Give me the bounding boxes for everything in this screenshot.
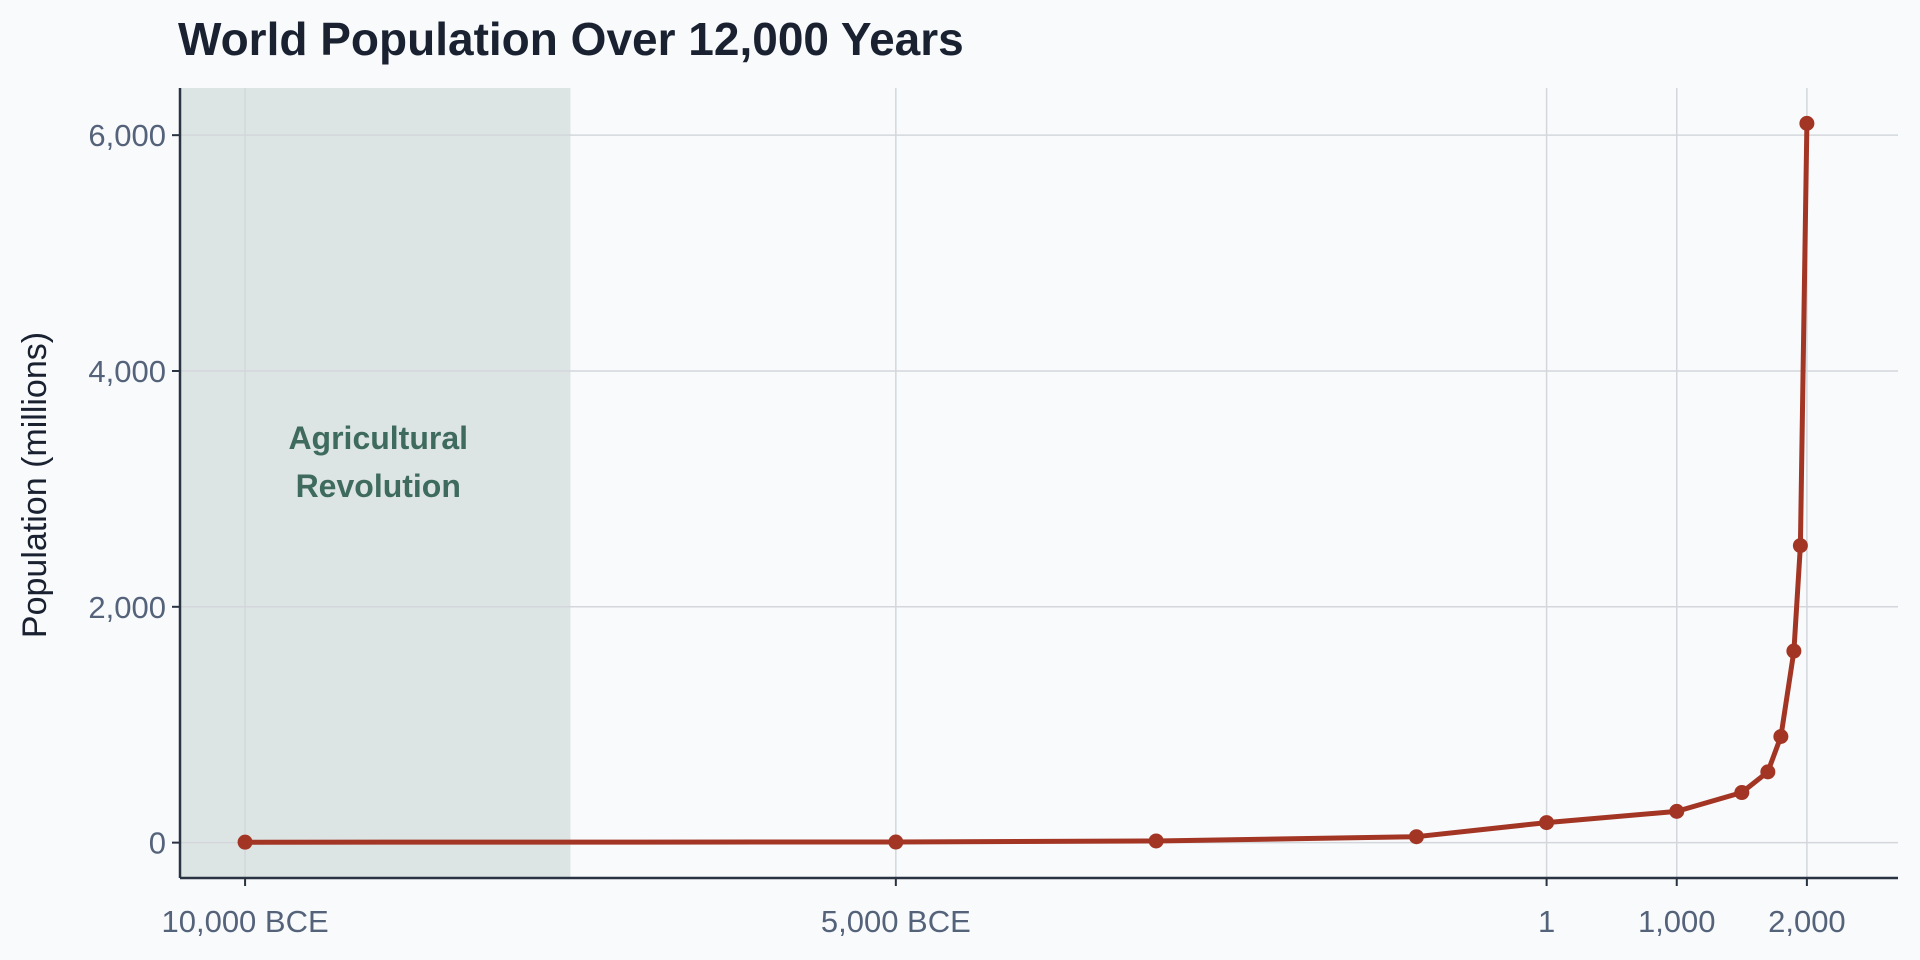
x-tick-label-3: 1,000	[1638, 904, 1716, 939]
y-tick-label-3: 6,000	[88, 118, 166, 153]
data-point-7	[1760, 764, 1776, 780]
y-tick-label-0: 0	[149, 826, 166, 861]
data-point-6	[1734, 785, 1750, 801]
data-point-3	[1408, 829, 1424, 845]
y-tick-label-1: 2,000	[88, 590, 166, 625]
data-point-4	[1539, 815, 1555, 831]
data-point-5	[1669, 803, 1685, 819]
data-point-2	[1148, 833, 1164, 849]
data-point-1	[888, 834, 904, 850]
x-tick-labels: 10,000 BCE 5,000 BCE 1 1,000 2,000	[161, 878, 1846, 939]
x-tick-label-4: 2,000	[1768, 904, 1846, 939]
data-point-11	[1799, 115, 1815, 131]
data-points	[237, 115, 1815, 850]
data-point-9	[1786, 643, 1802, 659]
x-tick-label-0: 10,000 BCE	[161, 904, 328, 939]
y-tick-labels: 0 2,000 4,000 6,000	[88, 118, 180, 861]
shaded-region-label-line-2: Revolution	[296, 468, 461, 504]
chart-title: World Population Over 12,000 Years	[178, 13, 964, 65]
y-axis-label: Population (millions)	[16, 332, 54, 638]
x-tick-label-1: 5,000 BCE	[821, 904, 971, 939]
data-point-10	[1792, 538, 1808, 554]
data-point-0	[237, 834, 253, 850]
y-tick-label-2: 4,000	[88, 354, 166, 389]
x-tick-label-2: 1	[1538, 904, 1555, 939]
series-line	[245, 123, 1810, 845]
shaded-region-label-line-1: Agricultural	[288, 420, 468, 456]
data-point-8	[1773, 729, 1789, 745]
